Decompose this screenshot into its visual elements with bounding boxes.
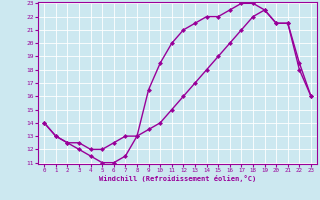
X-axis label: Windchill (Refroidissement éolien,°C): Windchill (Refroidissement éolien,°C) — [99, 175, 256, 182]
